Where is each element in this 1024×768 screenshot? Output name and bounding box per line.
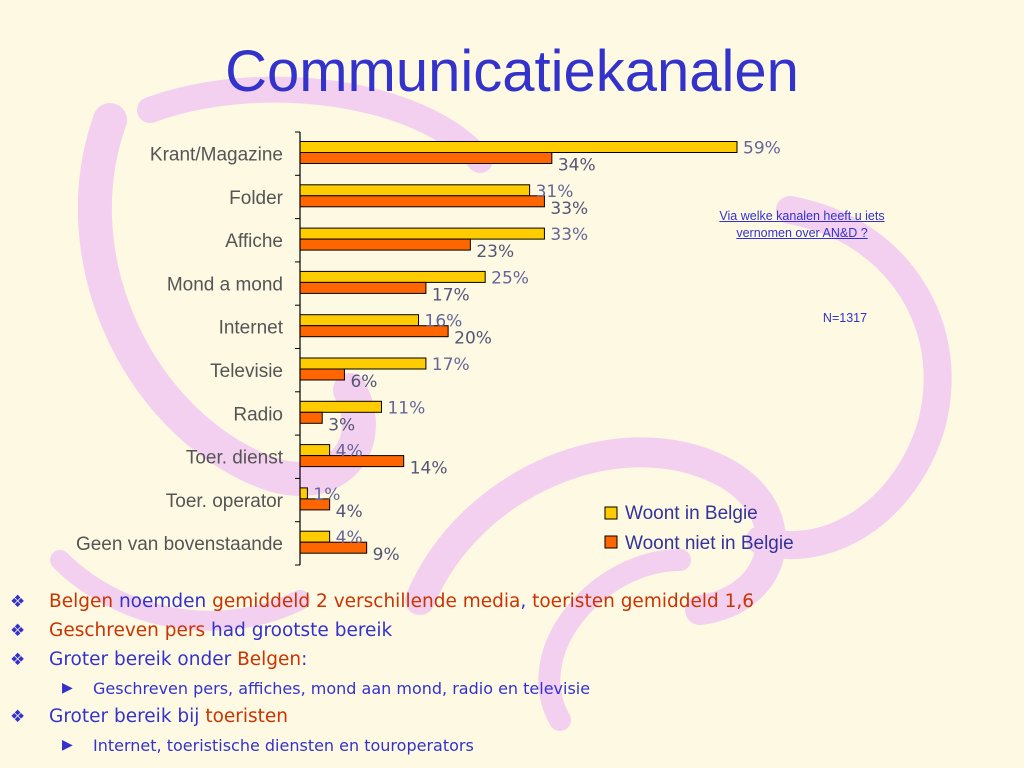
bar-series-1 [299, 314, 420, 327]
deco-swirl-left [77, 103, 376, 496]
data-label-series-1: 25% [491, 268, 529, 288]
deco-swirl-center [405, 437, 786, 625]
data-label-series-1: 33% [550, 225, 588, 245]
bullet-item: ❖ Groter bereik onder Belgen: [10, 648, 1010, 677]
bar-series-2 [299, 238, 471, 251]
data-label-series-1: 59% [743, 139, 781, 159]
bar-series-2 [299, 152, 553, 164]
data-label-series-1: 31% [536, 182, 574, 202]
bar-series-1 [299, 444, 331, 457]
bullet-item: ❖ Belgen noemden gemiddeld 2 verschillend… [10, 590, 1010, 619]
bar-series-2 [299, 368, 345, 381]
bullet-list: ❖ Belgen noemden gemiddeld 2 verschillend… [10, 590, 1010, 762]
bullet-text-part: Belgen [237, 649, 302, 670]
bullet-text-part: Groter bereik onder [49, 649, 238, 670]
category-label: Affiche [225, 231, 283, 252]
bullet-text-part: Internet, toeristische diensten en touro… [93, 736, 474, 755]
bullet-item: ❖ Groter bereik bij toeristen [10, 705, 1010, 734]
bullet-text: Internet, toeristische diensten en touro… [93, 736, 474, 755]
data-label-series-1: 1% [313, 485, 340, 505]
data-label-series-2: 9% [373, 545, 400, 565]
bar-series-1 [299, 141, 738, 153]
bullet-text: Groter bereik bij toeristen [49, 706, 288, 727]
data-label-series-2: 23% [476, 242, 514, 262]
deco-swirl-lower-left [50, 550, 310, 631]
arrow-bullet-icon: ▶ [62, 737, 73, 753]
bullet-item: ❖ Geschreven pers had grootste bereik [10, 619, 1010, 648]
bullet-text-part: had grootste bereik [205, 620, 393, 641]
data-label-series-2: 34% [558, 156, 596, 176]
bullet-text: Groter bereik onder Belgen: [49, 649, 307, 670]
data-label-series-2: 3% [328, 415, 355, 435]
diamond-bullet-icon: ❖ [10, 707, 26, 727]
legend-swatch-series-1 [604, 506, 618, 520]
bullet-text-part: : [301, 649, 308, 670]
legend-swatch-series-2 [604, 535, 618, 549]
arrow-bullet-icon: ▶ [62, 680, 73, 696]
bar-series-1 [299, 487, 308, 500]
bar-series-1 [299, 270, 486, 283]
bars-layer [299, 141, 738, 554]
data-label-series-2: 20% [454, 329, 492, 349]
bar-series-2 [299, 281, 427, 294]
category-label: Radio [233, 404, 283, 425]
data-label-series-1: 16% [425, 312, 463, 332]
data-label-series-2: 6% [350, 372, 377, 392]
bar-series-1 [299, 530, 331, 543]
legend: Woont in Belgie Woont niet in Belgie [604, 503, 794, 554]
page-title: Communicatiekanalen [225, 39, 799, 104]
axis-ticks [295, 131, 300, 566]
bar-series-1 [299, 227, 545, 240]
bullet-text: Geschreven pers had grootste bereik [49, 620, 392, 641]
category-label: Internet [219, 318, 284, 339]
category-label: Toer. dienst [186, 448, 284, 469]
bullet-text-part: Groter bereik bij [49, 706, 206, 727]
data-labels: 59%34%31%33%33%23%25%17%16%20%17%6%11%3%… [313, 139, 780, 566]
sub-bullet-item: ▶ Geschreven pers, affiches, mond aan mon… [10, 677, 1010, 705]
deco-swirl-right [746, 196, 952, 559]
data-label-series-1: 4% [336, 528, 363, 548]
deco-swirl-bottom [538, 549, 691, 731]
sub-bullet-item: ▶ Internet, toeristische diensten en tour… [10, 734, 1010, 762]
bar-series-2 [299, 411, 323, 424]
bullet-text: Belgen noemden gemiddeld 2 verschillende… [49, 591, 754, 612]
data-label-series-1: 11% [387, 398, 425, 418]
deco-swirl-top [137, 76, 493, 173]
bar-series-1 [299, 400, 382, 413]
diamond-bullet-icon: ❖ [10, 650, 26, 670]
data-label-series-2: 14% [410, 459, 448, 479]
bullet-text-part: Geschreven pers [49, 620, 206, 641]
category-label: Televisie [210, 361, 283, 382]
data-label-series-1: 4% [336, 442, 363, 462]
bullet-text-part: toeristen gemiddeld 1,6 [532, 591, 755, 612]
bullet-text: Geschreven pers, affiches, mond aan mond… [93, 679, 590, 698]
bullet-text-part: toeristen [205, 706, 289, 727]
bar-series-1 [299, 357, 427, 370]
bullet-text-part: noemden [113, 591, 213, 612]
bar-series-1 [299, 184, 531, 197]
diamond-bullet-icon: ❖ [10, 621, 26, 641]
data-label-series-2: 4% [336, 502, 363, 522]
survey-question: Via welke kanalen heeft u iets vernomen … [719, 209, 885, 240]
sample-size: N=1317 [822, 311, 868, 325]
category-label: Mond a mond [167, 274, 283, 295]
category-label: Toer. operator [166, 491, 284, 512]
legend-label-series-2: Woont niet in Belgie [625, 533, 794, 554]
bar-series-2 [299, 195, 545, 208]
category-label: Geen van bovenstaande [76, 534, 283, 555]
category-labels: Krant/Magazine Folder Affiche Mond a mond In… [76, 145, 284, 556]
bullet-text-part: gemiddeld 2 verschillende media [212, 591, 521, 612]
diamond-bullet-icon: ❖ [10, 592, 26, 612]
data-label-series-1: 17% [432, 355, 470, 375]
data-label-series-2: 33% [550, 199, 588, 219]
category-label: Krant/Magazine [150, 145, 283, 166]
category-label: Folder [229, 188, 284, 209]
legend-label-series-1: Woont in Belgie [625, 503, 758, 524]
bullet-text-part: Belgen [49, 591, 114, 612]
data-label-series-2: 17% [432, 285, 470, 305]
bullet-text-part: Geschreven pers, affiches, mond aan mond… [93, 679, 591, 698]
bullet-text-part: , [520, 591, 533, 612]
